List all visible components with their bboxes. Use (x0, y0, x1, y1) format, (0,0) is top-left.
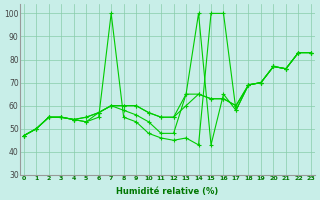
X-axis label: Humidité relative (%): Humidité relative (%) (116, 187, 219, 196)
